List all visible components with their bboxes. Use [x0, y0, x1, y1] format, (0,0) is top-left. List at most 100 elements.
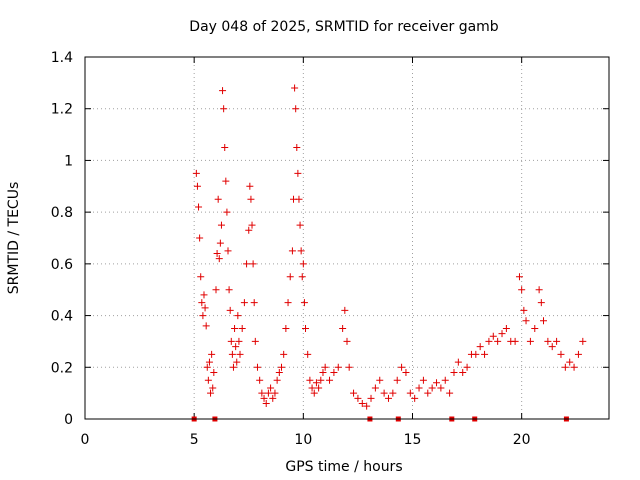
data-point [247, 195, 255, 203]
data-point [196, 234, 204, 242]
data-point [300, 299, 308, 307]
data-point [330, 368, 338, 376]
data-point [235, 337, 243, 345]
data-point [341, 306, 349, 314]
data-point [282, 325, 290, 332]
data-point [246, 182, 254, 190]
data-point [459, 368, 467, 376]
data-point [476, 343, 484, 351]
data-point [250, 299, 258, 307]
y-tick-label: 0.4 [51, 309, 73, 325]
data-point [200, 291, 208, 299]
data-point [302, 325, 310, 332]
data-point [205, 358, 213, 366]
data-point [310, 389, 318, 397]
data-point [515, 273, 523, 281]
x-tick-label: 0 [81, 432, 90, 448]
data-point [535, 286, 543, 294]
data-point [293, 144, 301, 151]
data-point [203, 363, 211, 371]
data-point [384, 394, 392, 402]
data-point [376, 376, 384, 384]
data-point [193, 182, 201, 190]
data-point [198, 299, 206, 307]
data-point [220, 105, 228, 113]
data-point [251, 337, 259, 345]
data-point [221, 144, 229, 151]
data-point [498, 330, 506, 338]
data-point [197, 273, 205, 281]
data-point [199, 312, 207, 320]
data-point [561, 363, 569, 371]
data-point [518, 286, 526, 294]
data-point [284, 299, 292, 307]
data-point [232, 343, 240, 351]
data-point [363, 402, 371, 410]
data-point [215, 255, 223, 263]
data-point [557, 350, 565, 358]
data-point [494, 337, 502, 345]
data-point [262, 399, 270, 407]
data-point [485, 337, 493, 345]
data-point [393, 376, 401, 384]
data-point [315, 384, 323, 392]
data-point [216, 239, 224, 247]
data-point [299, 260, 307, 268]
data-point [304, 350, 312, 358]
data-point [428, 384, 436, 392]
data-point [446, 389, 454, 397]
data-point [243, 260, 251, 268]
y-tick-label: 0.8 [51, 205, 73, 221]
data-point [334, 363, 342, 371]
data-point [217, 221, 225, 229]
data-point [308, 384, 316, 392]
data-point [570, 363, 578, 371]
data-point [226, 306, 234, 314]
data-point [566, 358, 574, 366]
data-point [201, 304, 209, 312]
data-point [275, 368, 283, 376]
data-point [202, 322, 210, 330]
data-point [424, 389, 432, 397]
data-point [227, 337, 235, 345]
data-point [195, 203, 203, 211]
data-point [225, 286, 233, 294]
data-point [229, 363, 237, 371]
y-tick-label: 0.2 [51, 360, 73, 376]
data-points [191, 84, 587, 422]
data-point [213, 250, 221, 258]
data-point [228, 350, 236, 358]
axis-ticks: 0 0.2 0.4 0.6 0.8 1 1.2 1.4 0 5 10 15 20 [51, 50, 609, 448]
data-point [256, 376, 264, 384]
x-tick-label: 15 [404, 432, 422, 448]
data-point [219, 87, 227, 95]
data-point [238, 325, 246, 332]
data-point [398, 363, 406, 371]
data-point [411, 394, 419, 402]
chart-title: Day 048 of 2025, SRMTID for receiver gam… [189, 19, 499, 35]
data-point [224, 247, 232, 255]
data-point [291, 84, 299, 92]
data-point [472, 350, 480, 358]
data-point [295, 195, 303, 203]
data-point [209, 384, 217, 392]
data-point [240, 299, 248, 307]
data-point [267, 384, 275, 392]
data-point [354, 394, 362, 402]
x-tick-label: 5 [190, 432, 199, 448]
data-point [214, 195, 222, 203]
data-point [537, 299, 545, 307]
data-point [520, 306, 528, 314]
data-point [339, 325, 347, 332]
data-point [321, 363, 329, 371]
data-point [294, 169, 302, 177]
data-point [489, 332, 497, 340]
data-point [343, 337, 351, 345]
data-point [236, 350, 244, 358]
y-tick-label: 1 [64, 153, 73, 169]
data-point [245, 226, 253, 234]
data-point [389, 389, 397, 397]
data-point [208, 350, 216, 358]
data-point [280, 350, 288, 358]
data-point [253, 363, 261, 371]
